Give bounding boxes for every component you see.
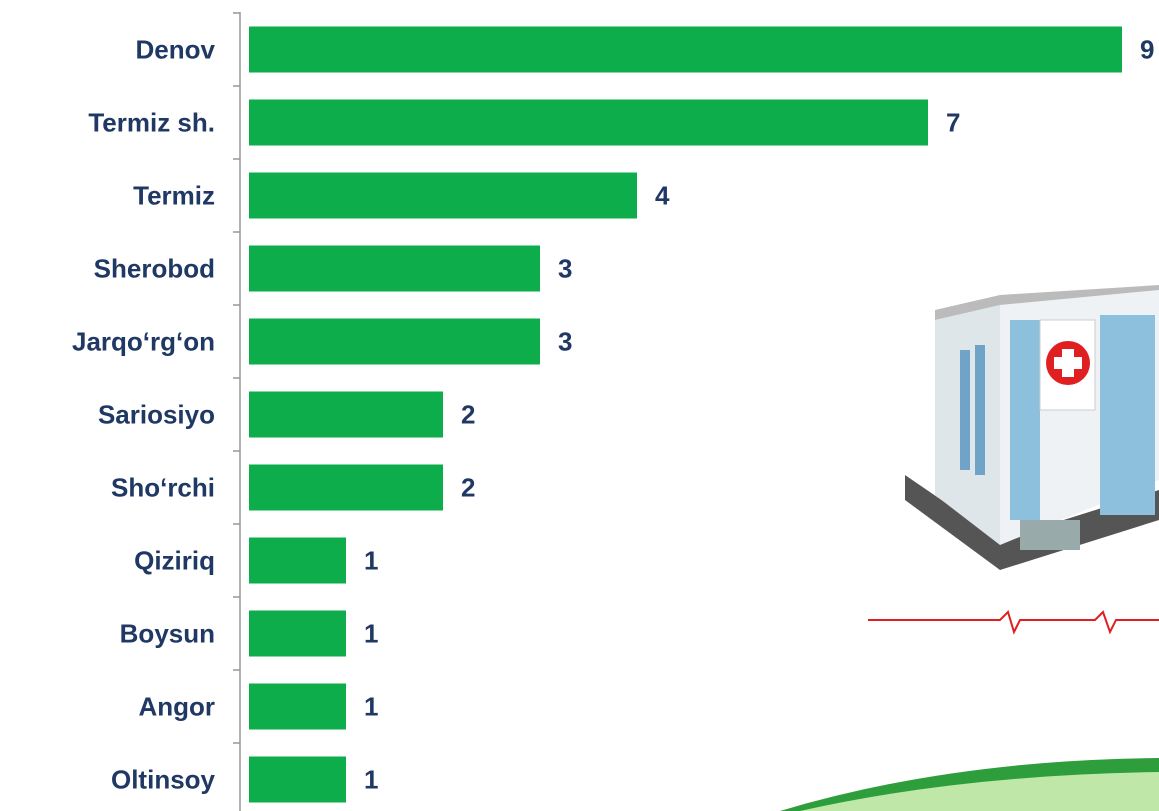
value-label: 3 [558, 253, 572, 283]
y-tick-label: Termiz [133, 180, 215, 210]
value-label: 3 [558, 326, 572, 356]
bar [249, 173, 637, 219]
value-label: 1 [364, 764, 378, 794]
value-label: 9 [1140, 34, 1154, 64]
decoration [780, 285, 1159, 811]
bar [249, 100, 928, 146]
bar [249, 465, 443, 511]
chart: Denov 9 Termiz sh. 7 Termiz 4 Sherobod 3 Jarqo‘r… [0, 0, 1159, 811]
value-label: 1 [364, 618, 378, 648]
bar [249, 611, 346, 657]
y-tick-label: Denov [136, 34, 216, 64]
y-tick-label: Oltinsoy [111, 764, 216, 794]
y-tick-label: Qiziriq [134, 545, 215, 575]
bar [249, 538, 346, 584]
heartbeat-line [868, 612, 1159, 632]
bar [249, 246, 540, 292]
y-tick-label: Angor [138, 691, 215, 721]
bar [249, 684, 346, 730]
y-tick-label: Sho‘rchi [111, 472, 215, 502]
value-label: 7 [946, 107, 960, 137]
hospital-illustration [905, 285, 1159, 570]
bar [249, 27, 1122, 73]
y-tick-label: Sariosiyo [98, 399, 215, 429]
value-label: 1 [364, 545, 378, 575]
bar [249, 757, 346, 803]
bar [249, 319, 540, 365]
y-tick-label: Sherobod [94, 253, 215, 283]
value-label: 2 [461, 399, 475, 429]
y-tick-label: Termiz sh. [88, 107, 215, 137]
value-label: 2 [461, 472, 475, 502]
bar [249, 392, 443, 438]
value-label: 1 [364, 691, 378, 721]
y-tick-label: Boysun [120, 618, 215, 648]
value-label: 4 [655, 180, 670, 210]
y-tick-label: Jarqo‘rg‘on [72, 326, 215, 356]
